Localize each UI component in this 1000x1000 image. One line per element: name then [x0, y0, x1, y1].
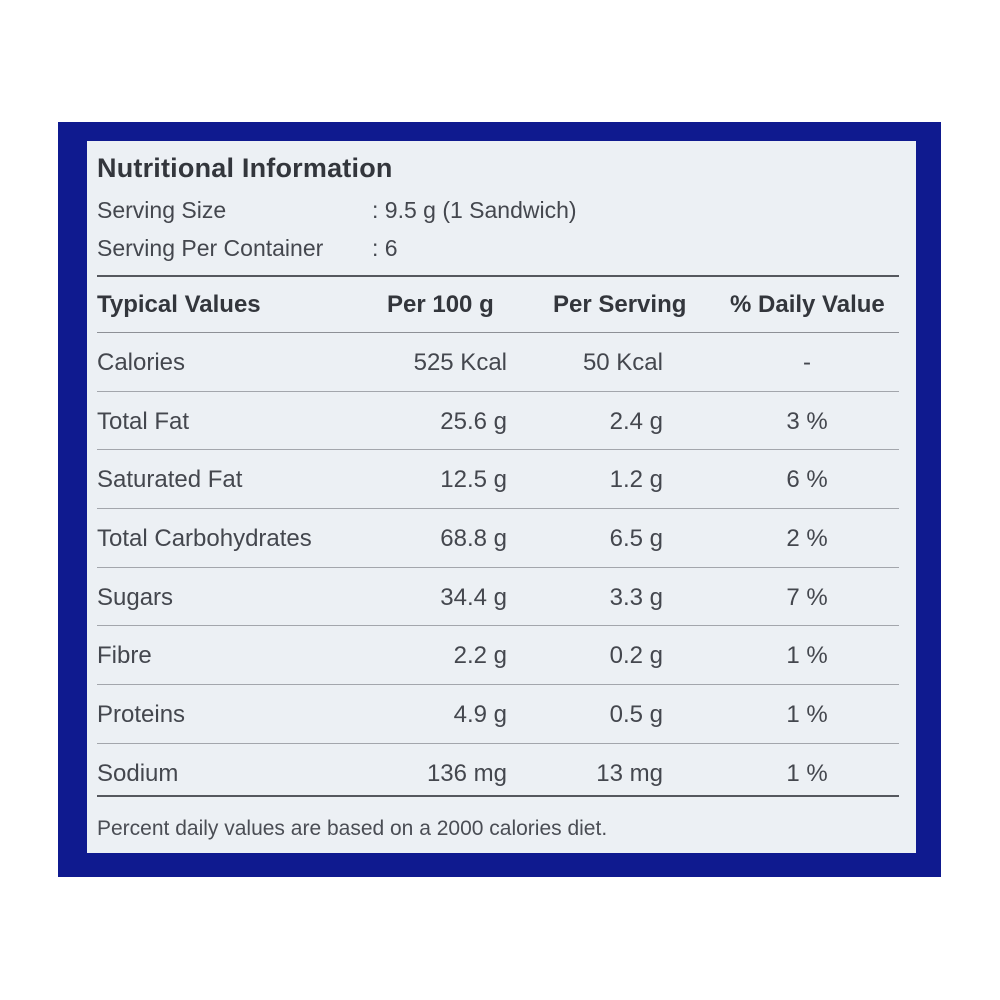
per-100g-value: 4.9 g [453, 701, 507, 729]
table-header: Typical Values Per 100 g Per Serving % D… [97, 291, 899, 327]
daily-value: 2 % [786, 525, 828, 553]
daily-value: 1 % [786, 701, 828, 729]
divider-top [97, 275, 899, 277]
nutrient-name: Proteins [97, 701, 186, 729]
per-100g-value: 25.6 g [440, 407, 507, 435]
table-row: Calories 525 Kcal 50 Kcal - [97, 333, 899, 392]
daily-value: - [803, 349, 811, 376]
nutrient-name: Saturated Fat [97, 466, 243, 494]
header-per-serving: Per Serving [553, 291, 687, 318]
serving-size-value: : 9.5 g (1 Sandwich) [372, 197, 577, 223]
daily-value: 6 % [786, 466, 828, 494]
header-daily-value: % Daily Value [730, 291, 885, 318]
serving-size-label: Serving Size [97, 197, 227, 223]
daily-value-footnote: Percent daily values are based on a 2000… [97, 817, 608, 840]
label-title: Nutritional Information [97, 153, 393, 183]
per-serving-value: 13 mg [596, 759, 663, 787]
per-serving-value: 50 Kcal [582, 349, 663, 376]
table-row: Total Fat 25.6 g 2.4 g 3 % [97, 392, 899, 451]
per-serving-value: 3.3 g [609, 583, 663, 611]
per-serving-value: 0.2 g [609, 642, 663, 670]
header-typical-values: Typical Values [97, 291, 261, 318]
header-per-100g: Per 100 g [387, 291, 494, 318]
per-100g-value: 136 mg [426, 759, 507, 787]
daily-value: 1 % [786, 642, 828, 670]
divider-header [97, 332, 899, 333]
divider-bottom [97, 795, 899, 797]
daily-value: 7 % [786, 583, 828, 611]
daily-value: 1 % [786, 759, 828, 787]
nutrient-name: Total Carbohydrates [97, 525, 312, 553]
daily-value: 3 % [786, 407, 828, 435]
per-serving-value: 0.5 g [609, 701, 663, 729]
per-serving-value: 2.4 g [609, 407, 663, 435]
per-serving-value: 6.5 g [609, 525, 663, 553]
nutrient-name: Sodium [97, 759, 179, 787]
nutrient-name: Sugars [97, 583, 174, 611]
per-serving-value: 1.2 g [609, 466, 663, 494]
nutrient-name: Total Fat [97, 407, 190, 435]
table-row: Total Carbohydrates 68.8 g 6.5 g 2 % [97, 509, 899, 568]
nutrition-table-body: Calories 525 Kcal 50 Kcal - Total Fat 25… [97, 333, 899, 802]
table-row: Proteins 4.9 g 0.5 g 1 % [97, 685, 899, 744]
table-row: Saturated Fat 12.5 g 1.2 g 6 % [97, 450, 899, 510]
table-row: Sodium 136 mg 13 mg 1 % [97, 744, 899, 802]
per-100g-value: 525 Kcal [413, 349, 507, 376]
nutrient-name: Fibre [97, 642, 152, 670]
table-row: Sugars 34.4 g 3.3 g 7 % [97, 568, 899, 627]
per-100g-value: 12.5 g [440, 466, 507, 494]
per-100g-value: 2.2 g [453, 642, 507, 670]
nutrition-label-panel: Nutritional Information Serving Size : 9… [87, 141, 916, 853]
per-100g-value: 68.8 g [440, 525, 507, 553]
servings-per-container-value: : 6 [372, 235, 398, 261]
nutrient-name: Calories [97, 349, 186, 376]
per-100g-value: 34.4 g [440, 583, 507, 611]
table-row: Fibre 2.2 g 0.2 g 1 % [97, 626, 899, 686]
servings-per-container-label: Serving Per Container [97, 235, 324, 261]
